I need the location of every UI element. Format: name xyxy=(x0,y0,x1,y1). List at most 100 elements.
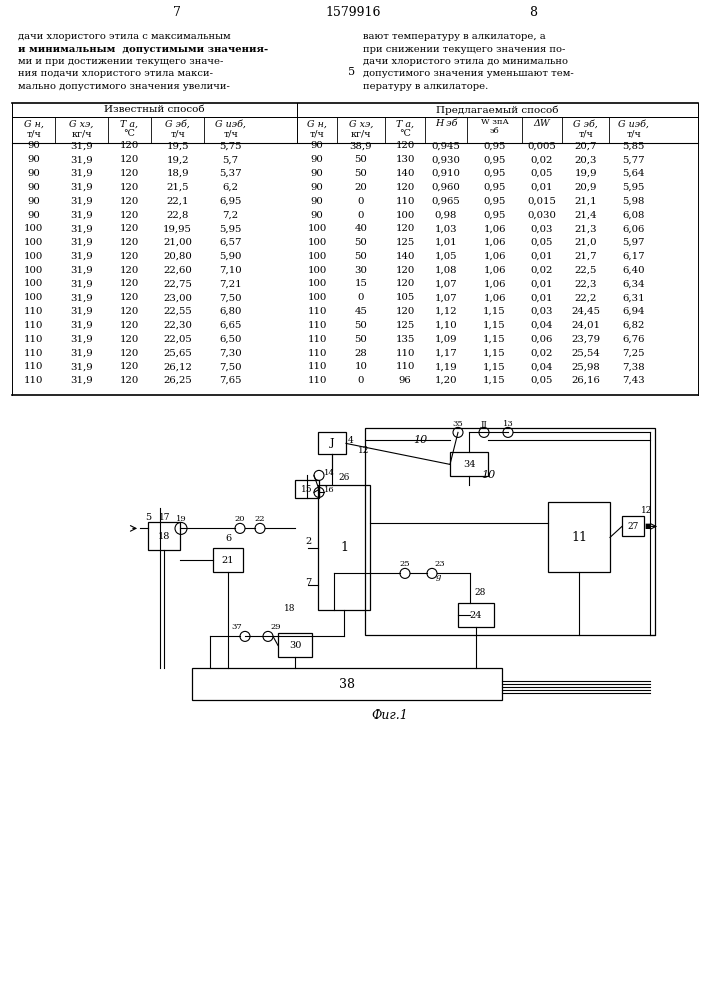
Text: 120: 120 xyxy=(120,252,139,261)
Text: 5,95: 5,95 xyxy=(219,224,242,233)
Text: 31,9: 31,9 xyxy=(70,211,93,220)
Text: 1,06: 1,06 xyxy=(484,293,506,302)
Text: 17: 17 xyxy=(159,513,171,522)
Text: 18: 18 xyxy=(284,604,296,613)
Text: 100: 100 xyxy=(308,279,327,288)
Text: 22,5: 22,5 xyxy=(574,266,597,275)
Text: 19,9: 19,9 xyxy=(574,169,597,178)
Text: 1,07: 1,07 xyxy=(435,293,457,302)
Text: 1,06: 1,06 xyxy=(484,266,506,275)
Text: 0,945: 0,945 xyxy=(431,141,460,150)
Text: 120: 120 xyxy=(395,266,414,275)
Text: 0,015: 0,015 xyxy=(527,197,556,206)
Text: 110: 110 xyxy=(395,349,415,358)
Text: 4: 4 xyxy=(348,436,354,445)
Text: 0,930: 0,930 xyxy=(431,155,460,164)
Text: 31,9: 31,9 xyxy=(70,141,93,150)
Text: 120: 120 xyxy=(120,335,139,344)
Text: вают температуру в алкилаторе, а: вают температуру в алкилаторе, а xyxy=(363,32,546,41)
Text: 5,97: 5,97 xyxy=(622,238,645,247)
Text: 110: 110 xyxy=(308,335,327,344)
Text: 11: 11 xyxy=(571,531,587,544)
Text: 5,64: 5,64 xyxy=(622,169,645,178)
Text: 5,75: 5,75 xyxy=(219,141,242,150)
Text: 38,9: 38,9 xyxy=(350,141,373,150)
Text: 15: 15 xyxy=(355,279,368,288)
Text: 100: 100 xyxy=(308,252,327,261)
Text: 0,05: 0,05 xyxy=(531,376,553,385)
Text: 5,37: 5,37 xyxy=(219,169,242,178)
Text: 110: 110 xyxy=(308,376,327,385)
Text: кг/ч: кг/ч xyxy=(351,129,371,138)
Text: 7,50: 7,50 xyxy=(219,293,242,302)
Text: J: J xyxy=(329,438,334,448)
Text: G хэ,: G хэ, xyxy=(349,119,373,128)
Text: 7,65: 7,65 xyxy=(219,376,242,385)
Text: 21,7: 21,7 xyxy=(574,252,597,261)
Text: 7,50: 7,50 xyxy=(219,362,242,371)
Text: 5,7: 5,7 xyxy=(223,155,238,164)
Text: 20,9: 20,9 xyxy=(574,183,597,192)
Text: W зпА: W зпА xyxy=(481,118,508,126)
Text: 24,01: 24,01 xyxy=(571,321,600,330)
Text: 1,10: 1,10 xyxy=(435,321,457,330)
Text: 110: 110 xyxy=(395,197,415,206)
Text: 40: 40 xyxy=(355,224,368,233)
Text: т/ч: т/ч xyxy=(223,129,238,138)
Text: 25,54: 25,54 xyxy=(571,349,600,358)
Text: 90: 90 xyxy=(310,141,323,150)
Text: 1,15: 1,15 xyxy=(483,349,506,358)
Text: 0: 0 xyxy=(358,376,364,385)
Text: 1,15: 1,15 xyxy=(483,376,506,385)
Text: 2: 2 xyxy=(305,537,311,546)
Text: 6,94: 6,94 xyxy=(622,307,645,316)
Text: 0,04: 0,04 xyxy=(531,362,554,371)
Text: 31,9: 31,9 xyxy=(70,349,93,358)
Text: 21,3: 21,3 xyxy=(574,224,597,233)
Text: 100: 100 xyxy=(308,293,327,302)
Text: 135: 135 xyxy=(395,335,415,344)
Text: 120: 120 xyxy=(120,321,139,330)
Text: 125: 125 xyxy=(395,238,414,247)
Text: 27: 27 xyxy=(627,522,638,531)
Text: 5,98: 5,98 xyxy=(622,197,645,206)
Text: 16: 16 xyxy=(324,486,334,494)
Text: 31,9: 31,9 xyxy=(70,321,93,330)
Text: 21,5: 21,5 xyxy=(166,183,189,192)
Text: 21,00: 21,00 xyxy=(163,238,192,247)
Text: 90: 90 xyxy=(27,183,40,192)
Text: 1,15: 1,15 xyxy=(483,362,506,371)
Text: 19: 19 xyxy=(175,515,187,523)
Bar xyxy=(148,522,180,550)
Text: 110: 110 xyxy=(24,321,43,330)
Text: 25: 25 xyxy=(399,560,410,568)
Text: 110: 110 xyxy=(24,362,43,371)
Text: 120: 120 xyxy=(120,376,139,385)
Text: 120: 120 xyxy=(120,362,139,371)
Text: т/ч: т/ч xyxy=(26,129,41,138)
Text: 100: 100 xyxy=(395,211,414,220)
Text: 120: 120 xyxy=(120,141,139,150)
Text: 120: 120 xyxy=(395,224,414,233)
Text: 21,4: 21,4 xyxy=(574,211,597,220)
Text: 13: 13 xyxy=(503,420,513,428)
Text: 28: 28 xyxy=(355,349,368,358)
Text: 23: 23 xyxy=(435,560,445,568)
Text: 6,08: 6,08 xyxy=(622,211,645,220)
Text: 22,05: 22,05 xyxy=(163,335,192,344)
Text: 29: 29 xyxy=(271,623,281,631)
Text: 7,10: 7,10 xyxy=(219,266,242,275)
Text: 22,8: 22,8 xyxy=(166,211,189,220)
Text: 100: 100 xyxy=(24,224,43,233)
Text: т/ч: т/ч xyxy=(310,129,325,138)
Text: 10: 10 xyxy=(413,435,427,445)
Text: 31,9: 31,9 xyxy=(70,307,93,316)
Text: т/ч: т/ч xyxy=(578,129,593,138)
Text: 0,02: 0,02 xyxy=(531,266,553,275)
Text: 110: 110 xyxy=(24,349,43,358)
Text: 120: 120 xyxy=(120,279,139,288)
Text: 37: 37 xyxy=(232,623,243,631)
Text: 0: 0 xyxy=(358,197,364,206)
Text: JJ: JJ xyxy=(481,420,487,428)
Text: 120: 120 xyxy=(120,349,139,358)
